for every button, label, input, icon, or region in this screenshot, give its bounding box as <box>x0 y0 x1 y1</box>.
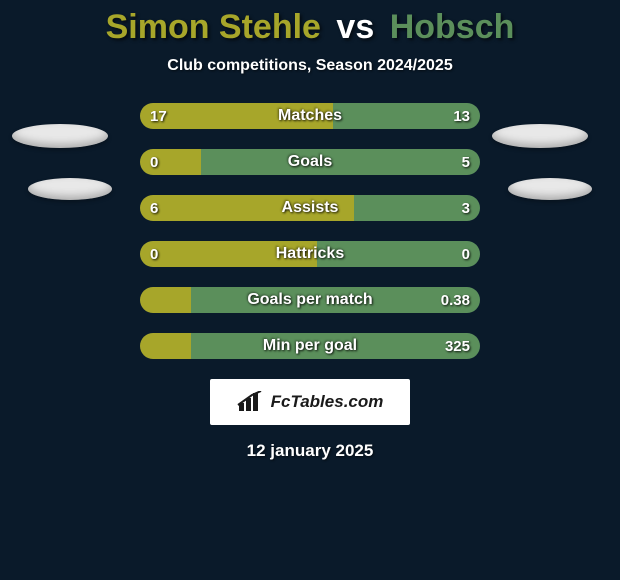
avatar-left-body-icon <box>28 178 112 200</box>
snapshot-date: 12 january 2025 <box>0 441 620 461</box>
stat-bar: Hattricks00 <box>140 241 480 267</box>
bar-chart-icon <box>237 391 265 413</box>
stat-bar-fill-right <box>354 195 480 221</box>
stat-bar: Min per goal325 <box>140 333 480 359</box>
stat-bar-fill-right <box>201 149 480 175</box>
stat-bar: Goals per match0.38 <box>140 287 480 313</box>
comparison-title: Simon Stehle vs Hobsch <box>0 0 620 47</box>
logo-text: FcTables.com <box>271 392 384 412</box>
avatar-left-head-icon <box>12 124 108 148</box>
title-vs: vs <box>336 8 374 46</box>
stat-bar-fill-left <box>140 333 191 359</box>
stat-bar-fill-right <box>317 241 480 267</box>
stat-bar: Matches1713 <box>140 103 480 129</box>
stat-bar-fill-left <box>140 241 317 267</box>
comparison-subtitle: Club competitions, Season 2024/2025 <box>0 57 620 75</box>
stat-bar-fill-left <box>140 287 191 313</box>
fctables-logo: FcTables.com <box>210 379 410 425</box>
stat-bar-fill-right <box>191 287 480 313</box>
stat-bar-fill-right <box>191 333 480 359</box>
stat-bar-fill-right <box>333 103 480 129</box>
avatar-right-head-icon <box>492 124 588 148</box>
stat-bar-fill-left <box>140 149 201 175</box>
title-player2: Hobsch <box>390 8 515 46</box>
stat-bar: Goals05 <box>140 149 480 175</box>
comparison-bars: Matches1713 Goals05 Assists63 Hattricks00 Go… <box>140 103 480 359</box>
title-player1: Simon Stehle <box>106 8 321 46</box>
stat-bar: Assists63 <box>140 195 480 221</box>
stat-bar-fill-left <box>140 103 333 129</box>
stat-bar-fill-left <box>140 195 354 221</box>
avatar-right-body-icon <box>508 178 592 200</box>
